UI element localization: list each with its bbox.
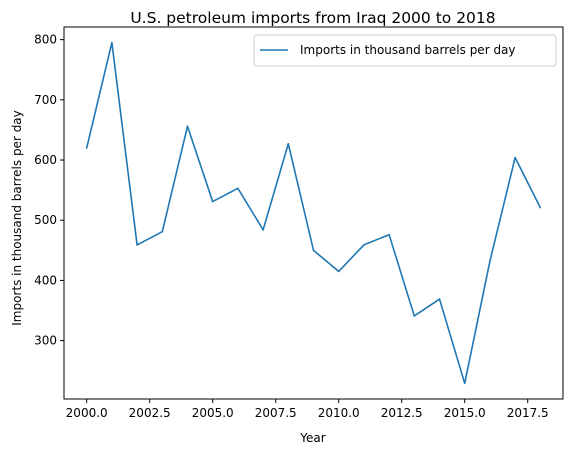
x-tick-label: 2015.0 bbox=[444, 406, 486, 420]
data-point bbox=[388, 233, 390, 236]
data-point bbox=[363, 244, 365, 246]
y-tick-label: 800 bbox=[34, 33, 57, 47]
x-tick-label: 2010.0 bbox=[318, 406, 360, 420]
data-point bbox=[262, 229, 264, 231]
x-tick-label: 2000.0 bbox=[66, 406, 108, 420]
chart-title: U.S. petroleum imports from Iraq 2000 to… bbox=[130, 9, 495, 27]
data-point bbox=[539, 206, 542, 209]
data-point bbox=[438, 298, 441, 300]
legend: Imports in thousand barrels per day bbox=[253, 34, 557, 67]
data-point bbox=[111, 41, 113, 44]
data-point bbox=[237, 187, 239, 190]
x-tick-label: 2002.5 bbox=[129, 406, 171, 420]
data-point bbox=[211, 200, 214, 203]
y-tick-label: 300 bbox=[34, 334, 57, 348]
legend-box bbox=[253, 34, 557, 67]
x-tick-label: 2012.5 bbox=[381, 406, 423, 420]
x-tick-label: 2007.5 bbox=[255, 406, 297, 420]
data-point bbox=[463, 382, 466, 385]
data-point bbox=[85, 147, 88, 149]
y-axis-label: Imports in thousand barrels per day bbox=[10, 110, 24, 326]
plot-area bbox=[63, 26, 564, 400]
series-group bbox=[85, 41, 542, 385]
legend-label: Imports in thousand barrels per day bbox=[300, 43, 516, 57]
data-point bbox=[136, 244, 138, 246]
data-point bbox=[186, 125, 189, 128]
data-point bbox=[489, 260, 491, 262]
y-tick-label: 400 bbox=[34, 273, 57, 287]
data-point bbox=[287, 142, 290, 145]
x-axis-label: Year bbox=[299, 431, 325, 445]
y-tick-label: 600 bbox=[34, 153, 57, 167]
x-tick-label: 2017.5 bbox=[507, 406, 549, 420]
data-point bbox=[161, 230, 164, 233]
x-axis: 2000.0 2002.5 2005.0 2007.5 2010.0 2012.5 2015… bbox=[66, 399, 549, 420]
y-axis: 300 400 500 600 700 800 bbox=[34, 33, 64, 348]
data-point bbox=[312, 249, 315, 252]
data-point bbox=[514, 156, 516, 159]
data-point bbox=[337, 270, 340, 273]
y-tick-label: 500 bbox=[34, 213, 57, 227]
data-point bbox=[413, 315, 416, 317]
y-tick-label: 700 bbox=[34, 93, 57, 107]
x-tick-label: 2005.0 bbox=[192, 406, 234, 420]
